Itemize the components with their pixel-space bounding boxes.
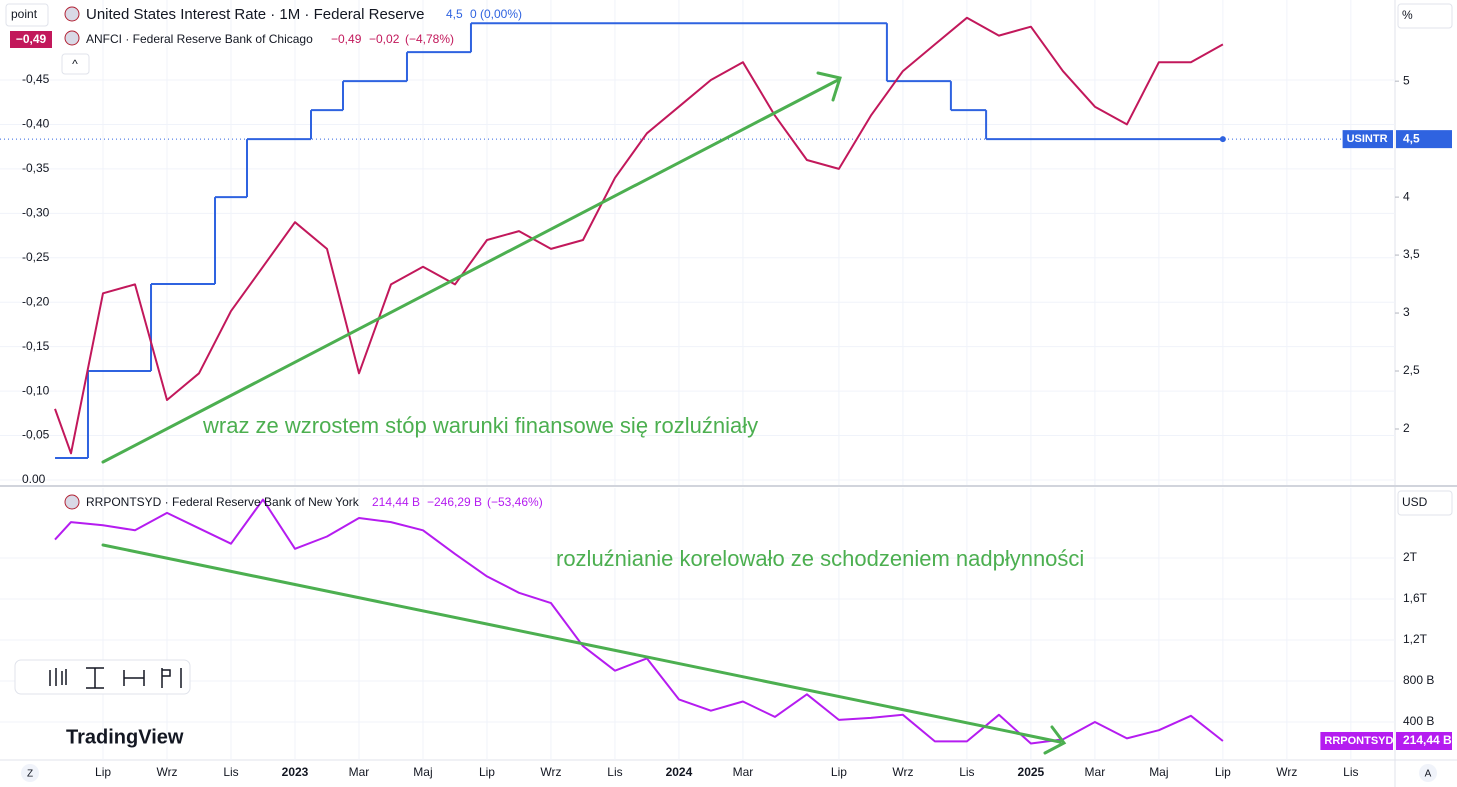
last-value-badge xyxy=(1396,130,1452,149)
legend-percent: (−4,78%) xyxy=(405,32,454,46)
range-tool[interactable] xyxy=(86,667,104,689)
x-tick-label: Wrz xyxy=(1276,765,1297,779)
x-tick-label: Lis xyxy=(1343,765,1358,779)
x-tick-label: Lip xyxy=(479,765,495,779)
legend-value: −0,49 xyxy=(331,32,362,46)
arrow-down xyxy=(101,543,1062,744)
toolbar xyxy=(14,659,191,695)
date-range-tool[interactable] xyxy=(123,670,145,686)
series-line xyxy=(54,498,1224,745)
corner-label[interactable]: Z xyxy=(27,769,33,780)
series-name-badge xyxy=(1342,130,1393,149)
x-tick-label: 2023 xyxy=(282,765,309,779)
collapse-label[interactable]: ^ xyxy=(72,57,78,71)
x-tick-label: Maj xyxy=(1149,765,1168,779)
last-value-label: 214,44 B xyxy=(1403,733,1452,747)
x-tick-label: Mar xyxy=(733,765,754,779)
legend-title: RRPONTSYD · Federal Reserve Bank of New … xyxy=(86,495,360,509)
corner-button[interactable] xyxy=(1419,764,1437,782)
y2-tick-label: 3 xyxy=(1403,305,1410,319)
forecast-tool[interactable] xyxy=(161,668,182,688)
legend-title: United States Interest Rate · 1M · Feder… xyxy=(86,6,424,23)
legend-title: ANFCI · Federal Reserve Bank of Chicago xyxy=(86,32,313,46)
x-tick-label: 2025 xyxy=(1018,765,1045,779)
corner-label[interactable]: A xyxy=(1425,769,1432,780)
x-tick-label: Wrz xyxy=(540,765,561,779)
x-tick-label: Maj xyxy=(413,765,432,779)
legend-change: 0 (0,00%) xyxy=(470,7,522,21)
y2-tick-label: 4 xyxy=(1403,189,1410,203)
x-tick-label: Lis xyxy=(959,765,974,779)
legend-value: 214,44 B xyxy=(372,495,420,509)
series-line xyxy=(54,16,1224,455)
marks xyxy=(0,16,1395,745)
series-name: USINTR xyxy=(1347,133,1388,145)
x-tick-label: 2024 xyxy=(666,765,693,779)
flag-icon xyxy=(64,30,80,46)
y-tick-label: -0,10 xyxy=(22,383,50,397)
corner-button[interactable] xyxy=(21,764,39,782)
x-tick-label: Lis xyxy=(607,765,622,779)
arrow-head xyxy=(816,71,842,102)
series-name: RRPONTSYD xyxy=(1324,735,1393,747)
flag-icon xyxy=(64,6,80,22)
annotation: rozluźnianie korelowało ze schodzeniem n… xyxy=(556,546,1084,571)
candles-tool[interactable] xyxy=(49,668,67,686)
last-value-badge xyxy=(1396,731,1452,750)
drawing-toolbar xyxy=(14,659,191,695)
scale-button[interactable] xyxy=(5,3,49,27)
y-tick-label: -0,05 xyxy=(22,428,50,442)
brand-logo: TradingView xyxy=(66,726,184,748)
badges: USINTR 4,5 RRPONTSYD 214,44 B xyxy=(1320,130,1452,750)
y2-tick-label: 2,5 xyxy=(1403,363,1420,377)
x-tick-label: Mar xyxy=(349,765,370,779)
x-tick-label: Lis xyxy=(223,765,238,779)
x-tick-label: Wrz xyxy=(892,765,913,779)
series-name-badge xyxy=(1320,731,1393,750)
unit-button[interactable] xyxy=(1397,3,1453,29)
legend-change: −0,02 xyxy=(369,32,400,46)
x-tick-label: Mar xyxy=(1085,765,1106,779)
grid xyxy=(0,0,1399,760)
legend-percent: (−53,46%) xyxy=(487,495,543,509)
y-tick-label: -0,30 xyxy=(22,206,50,220)
unit-label[interactable]: % xyxy=(1402,8,1413,22)
y2-tick-label: 3,5 xyxy=(1403,247,1420,261)
y-tick-label: 1,2T xyxy=(1403,632,1428,646)
y-tick-label: -0,15 xyxy=(22,339,50,353)
value-badge xyxy=(10,31,52,48)
y-tick-label: -0,25 xyxy=(22,250,50,264)
arrow-up xyxy=(101,78,840,464)
y-tick-label: 800 B xyxy=(1403,673,1434,687)
y-tick-label: -0,35 xyxy=(22,161,50,175)
y-tick-label: -0,40 xyxy=(22,117,50,131)
x-tick-label: Lip xyxy=(95,765,111,779)
collapse-button[interactable] xyxy=(61,53,90,75)
y2-tick-label: 5 xyxy=(1403,73,1410,87)
y-tick-label: 2T xyxy=(1403,550,1418,564)
x-tick-label: Lip xyxy=(1215,765,1231,779)
y-tick-label: -0,45 xyxy=(22,72,50,86)
legend-change: −246,29 B xyxy=(427,495,482,509)
y-tick-label: 0.00 xyxy=(22,472,46,486)
unit-label[interactable]: USD xyxy=(1402,495,1428,509)
annotation: wraz ze wzrostem stóp warunki finansowe … xyxy=(202,413,758,438)
last-value-label: 4,5 xyxy=(1403,131,1420,145)
x-tick-label: Lip xyxy=(831,765,847,779)
scale-button-label[interactable]: point xyxy=(11,7,38,21)
last-point xyxy=(1219,136,1226,143)
arrow-head xyxy=(1043,725,1067,755)
y-tick-label: -0,20 xyxy=(22,294,50,308)
y2-tick-label: 2 xyxy=(1403,421,1410,435)
y-tick-label: 400 B xyxy=(1403,714,1434,728)
unit-button[interactable] xyxy=(1397,490,1453,516)
legend-value: 4,5 xyxy=(446,7,463,21)
x-tick-label: Wrz xyxy=(156,765,177,779)
value-badge-label: −0,49 xyxy=(16,32,47,46)
annotation-arrows xyxy=(101,71,1067,755)
y-tick-label: 1,6T xyxy=(1403,591,1428,605)
flag-icon xyxy=(64,494,80,510)
